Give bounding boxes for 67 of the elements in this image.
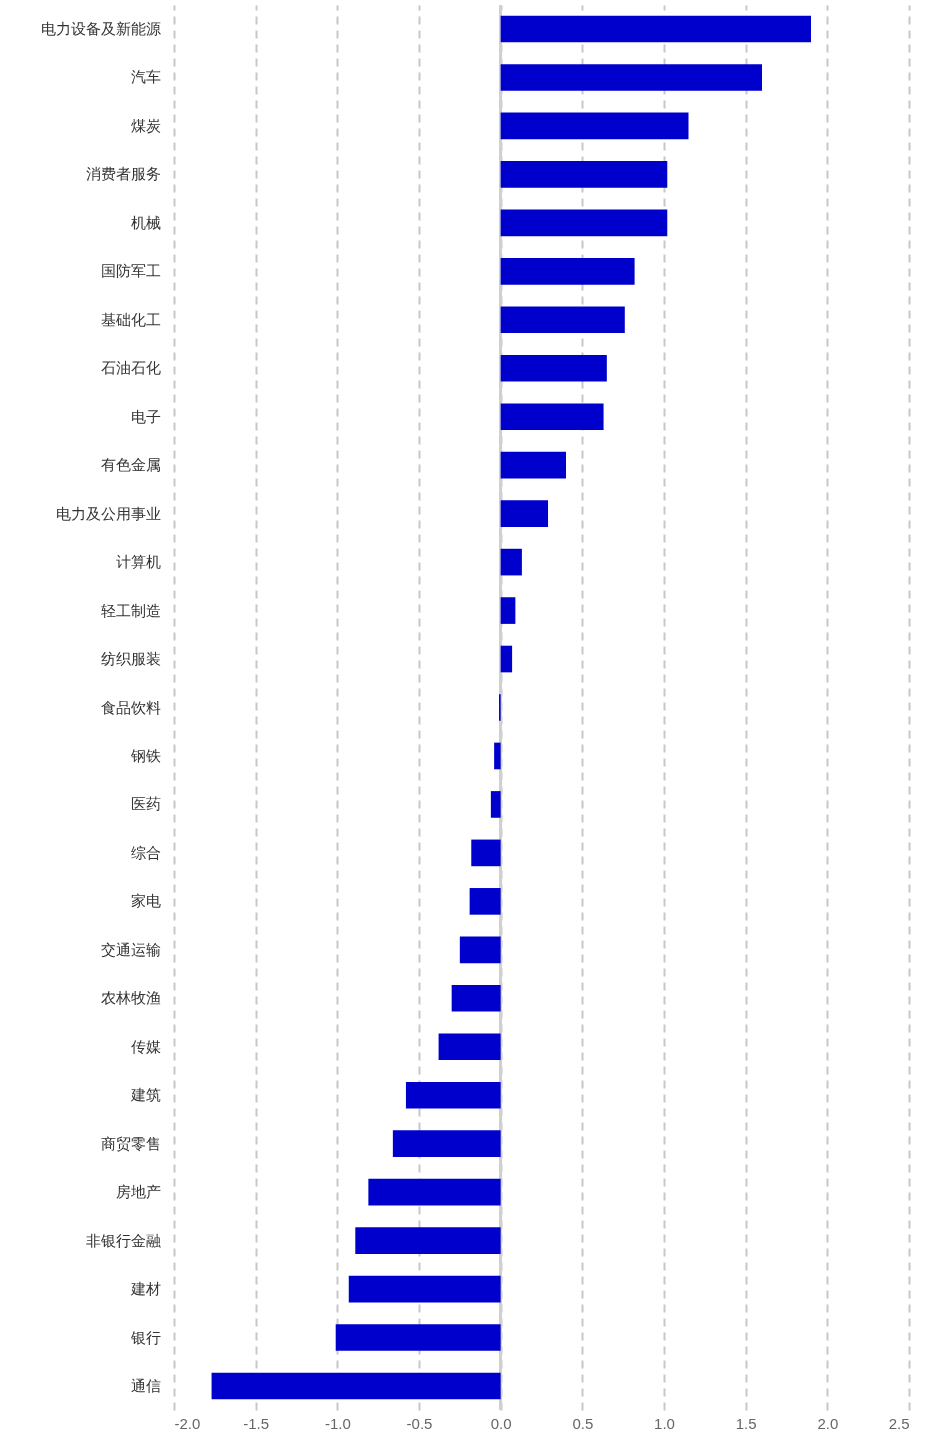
- x-tick-label: -1.5: [243, 1414, 270, 1432]
- bar: [500, 306, 625, 334]
- bar: [392, 1130, 501, 1158]
- bar: [405, 1081, 501, 1109]
- bar: [211, 1372, 501, 1400]
- y-tick-label: 建筑: [129, 1086, 161, 1105]
- y-tick-label: 电力设备及新能源: [40, 19, 161, 38]
- y-tick-label: 传媒: [130, 1037, 161, 1056]
- y-tick-label: 基础化工: [100, 310, 161, 329]
- y-tick-label: 非银行金融: [85, 1231, 161, 1250]
- x-tick-label: 2.0: [817, 1414, 839, 1432]
- x-tick-label: 2.5: [888, 1414, 910, 1432]
- y-tick-label: 石油石化: [100, 359, 161, 378]
- y-tick-label: 有色金属: [100, 456, 161, 475]
- y-tick-label: 煤炭: [130, 116, 161, 135]
- y-tick-label: 国防军工: [100, 262, 161, 281]
- bar: [500, 451, 566, 479]
- y-tick-label: 交通运输: [100, 940, 161, 959]
- y-tick-label: 计算机: [115, 553, 161, 572]
- bar: [500, 257, 635, 285]
- y-tick-label: 电子: [130, 407, 161, 426]
- bar: [500, 548, 522, 576]
- bar: [348, 1275, 501, 1303]
- x-tick-label: 0.0: [490, 1414, 512, 1432]
- x-tick-label: -2.0: [174, 1414, 201, 1432]
- x-tick-label: 1.0: [654, 1414, 675, 1432]
- y-tick-label: 建材: [129, 1280, 161, 1299]
- x-tick-label: -1.0: [324, 1414, 351, 1432]
- y-tick-label: 银行: [129, 1328, 161, 1347]
- y-tick-label: 电力及公用事业: [55, 504, 161, 523]
- bar: [500, 597, 516, 624]
- bar: [500, 15, 811, 43]
- bar: [490, 791, 501, 818]
- y-tick-label: 家电: [130, 892, 161, 911]
- y-tick-label: 汽车: [130, 68, 161, 87]
- y-tick-label: 食品饮料: [100, 698, 161, 717]
- bar: [494, 742, 501, 770]
- y-tick-label: 综合: [130, 843, 161, 862]
- bar: [368, 1178, 501, 1206]
- y-tick-label: 机械: [130, 213, 161, 232]
- y-tick-label: 医药: [130, 795, 161, 814]
- bar: [500, 112, 689, 140]
- bar: [451, 984, 501, 1012]
- bar: [469, 888, 501, 915]
- bar: [471, 839, 501, 867]
- bar: [500, 209, 668, 237]
- bar: [500, 354, 607, 382]
- bar: [500, 403, 604, 431]
- x-tick-label: 0.5: [572, 1414, 594, 1432]
- bar: [500, 645, 513, 673]
- y-tick-label: 房地产: [115, 1183, 161, 1202]
- bar: [500, 500, 549, 527]
- y-tick-label: 钢铁: [129, 746, 161, 765]
- y-tick-label: 纺织服装: [100, 650, 161, 669]
- x-tick-label: 1.5: [735, 1414, 757, 1432]
- bar: [500, 161, 668, 188]
- y-tick-label: 农林牧渔: [100, 989, 161, 1008]
- bar: [459, 936, 501, 964]
- bar: [335, 1324, 501, 1351]
- bar: [438, 1033, 501, 1061]
- y-tick-label: 通信: [130, 1377, 161, 1396]
- y-tick-label: 轻工制造: [100, 601, 161, 620]
- bar: [355, 1227, 501, 1254]
- y-tick-label: 商贸零售: [100, 1134, 161, 1153]
- y-tick-label: 消费者服务: [85, 165, 161, 184]
- bar: [500, 64, 762, 91]
- x-tick-label: -0.5: [406, 1414, 433, 1432]
